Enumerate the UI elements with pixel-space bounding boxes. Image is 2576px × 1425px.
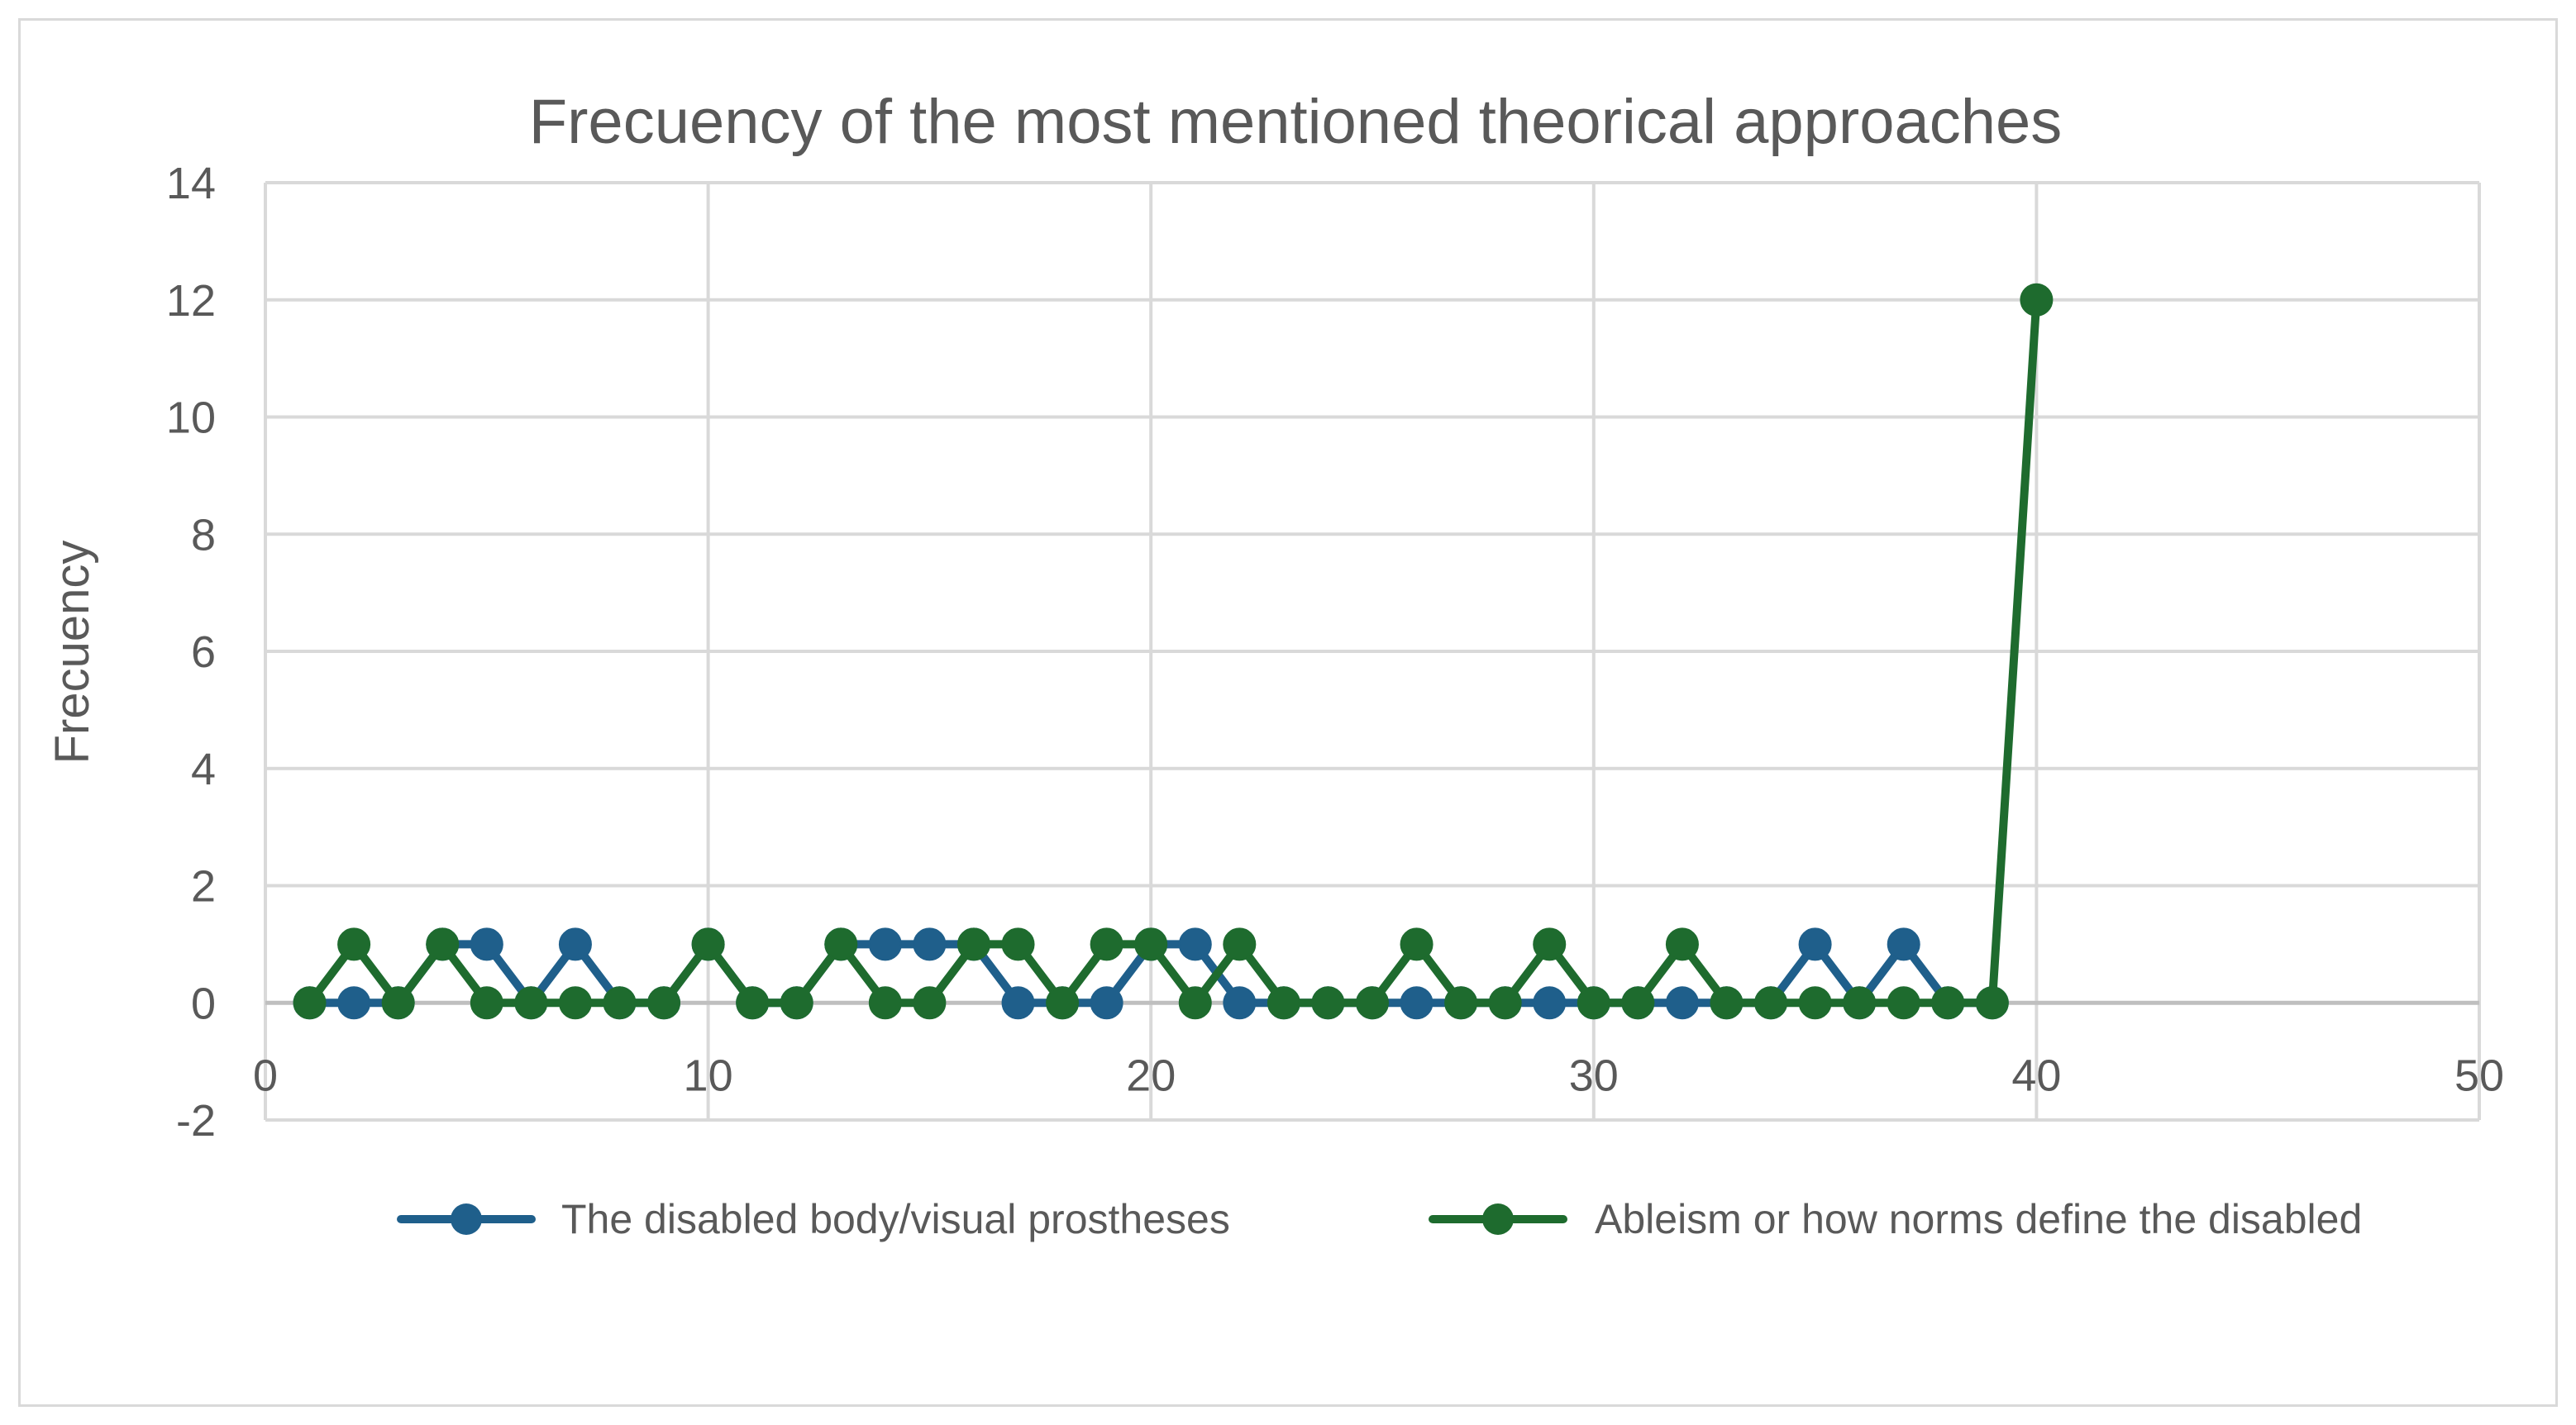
series-1-point — [1400, 986, 1433, 1020]
legend-marker-1 — [451, 1203, 482, 1235]
series-2-point — [1356, 986, 1389, 1020]
series-2-point — [337, 927, 371, 961]
tick-layer: -2 0 2 4 6 8 10 12 14 0 10 20 30 40 50 — [166, 159, 2504, 1146]
series-2-point — [1134, 927, 1168, 961]
series-2-point — [603, 986, 637, 1020]
series-2-point — [824, 927, 858, 961]
y-tick-label: 12 — [166, 276, 216, 326]
series-1-point — [337, 986, 371, 1020]
y-axis-title: Frecuency — [45, 541, 99, 765]
series-1-point — [913, 927, 947, 961]
series-1-point — [1798, 927, 1832, 961]
series-1-point — [558, 927, 592, 961]
series-1-point — [1887, 927, 1920, 961]
series-1-point — [1090, 986, 1123, 1020]
series-2-point — [1931, 986, 1965, 1020]
series-2-point — [514, 986, 548, 1020]
series-2-point — [470, 986, 503, 1020]
y-tick-label: -2 — [176, 1096, 216, 1146]
series-2-point — [1798, 986, 1832, 1020]
series-1-point — [1533, 986, 1567, 1020]
series-2-point — [1267, 986, 1300, 1020]
series-2-point — [1843, 986, 1877, 1020]
series-2-point — [558, 986, 592, 1020]
series-2-point — [1887, 986, 1920, 1020]
series-1-point — [470, 927, 503, 961]
series-2-point — [1444, 986, 1478, 1020]
series-2-point — [647, 986, 681, 1020]
series-2-point — [1754, 986, 1788, 1020]
series-2-point — [1400, 927, 1433, 961]
series-1-point — [868, 927, 902, 961]
series-2-point — [1488, 986, 1522, 1020]
series-2-point — [1621, 986, 1655, 1020]
series-2-point — [1223, 927, 1257, 961]
y-tick-label: 6 — [191, 627, 216, 677]
series-1-point — [1178, 927, 1212, 961]
y-tick-label: 8 — [191, 510, 216, 560]
y-tick-label: 2 — [191, 862, 216, 912]
series-2-point — [1178, 986, 1212, 1020]
series-2-point — [780, 986, 813, 1020]
x-tick-label: 20 — [1126, 1051, 1176, 1100]
series-2-point — [1533, 927, 1567, 961]
series-1-point — [1665, 986, 1699, 1020]
legend-label-2: Ableism or how norms define the disabled — [1595, 1196, 2362, 1242]
legend: The disabled body/visual prostheses Ablei… — [397, 1196, 2362, 1242]
series-2-point — [1001, 927, 1035, 961]
series-2-point — [2020, 283, 2054, 317]
series-2-point — [691, 927, 725, 961]
series-2-point — [1311, 986, 1345, 1020]
series-2-point — [1577, 986, 1610, 1020]
grid-layer — [264, 181, 2481, 1122]
chart-svg: Frecuency of the most mentioned theorica… — [45, 87, 2504, 1242]
series-2-point — [913, 986, 947, 1020]
chart-frame: Frecuency of the most mentioned theorica… — [18, 18, 2558, 1407]
legend-label-1: The disabled body/visual prostheses — [561, 1196, 1230, 1242]
x-tick-label: 30 — [1569, 1051, 1619, 1100]
series-2-point — [868, 986, 902, 1020]
series-layer — [293, 283, 2054, 1020]
series-2-point — [1090, 927, 1123, 961]
series-2-point — [293, 986, 327, 1020]
x-tick-label: 0 — [253, 1051, 278, 1100]
series-1-point — [1001, 986, 1035, 1020]
legend-marker-2 — [1482, 1203, 1514, 1235]
series-2-point — [1710, 986, 1744, 1020]
series-2-point — [1975, 986, 2009, 1020]
series-2-point — [1046, 986, 1080, 1020]
y-tick-label: 14 — [166, 159, 216, 208]
x-tick-label: 40 — [2011, 1051, 2061, 1100]
x-tick-label: 50 — [2454, 1051, 2504, 1100]
series-2-point — [381, 986, 415, 1020]
series-2-point — [1665, 927, 1699, 961]
x-tick-label: 10 — [684, 1051, 733, 1100]
y-tick-label: 10 — [166, 393, 216, 443]
series-2-point — [956, 927, 990, 961]
chart-title: Frecuency of the most mentioned theorica… — [529, 87, 2063, 157]
series-2-point — [426, 927, 460, 961]
y-tick-label: 0 — [191, 979, 216, 1028]
series-1-point — [1223, 986, 1257, 1020]
y-tick-label: 4 — [191, 745, 216, 794]
series-2-point — [736, 986, 770, 1020]
series-line-2 — [305, 295, 2041, 1008]
